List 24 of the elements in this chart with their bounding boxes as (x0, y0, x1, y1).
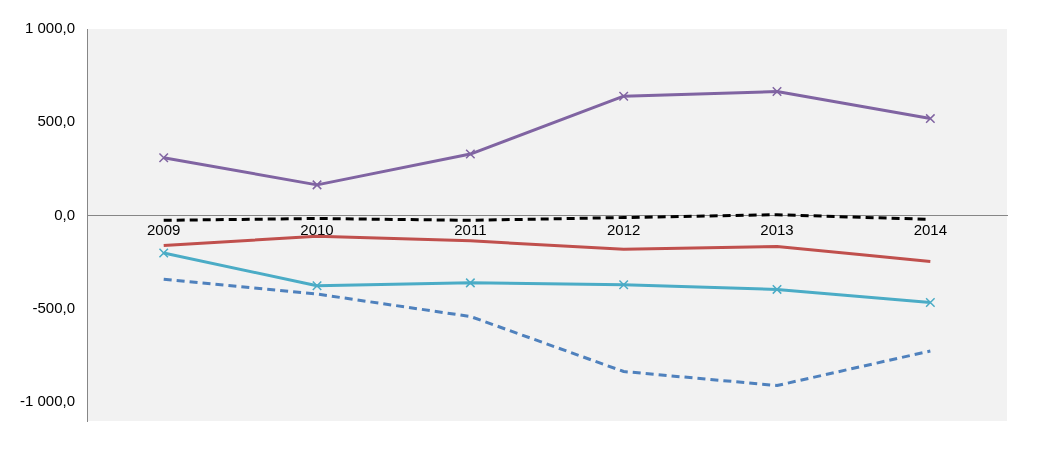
point (465, 149, 476, 160)
x-tick-label: 2011 (454, 220, 487, 238)
point (312, 280, 323, 291)
y-tick-label: -1 000,0 (19, 392, 76, 410)
point (618, 91, 629, 102)
point (158, 248, 169, 258)
point (925, 113, 936, 124)
point (465, 277, 476, 288)
y-tick-label: 0,0 (54, 205, 76, 223)
point (158, 152, 169, 163)
y-tick-label: -500,0 (32, 299, 76, 317)
line-series (162, 277, 932, 388)
x-tick-label: 2014 (913, 220, 948, 238)
x-tick-label: 2009 (147, 220, 181, 238)
point (312, 179, 323, 190)
point (772, 284, 782, 295)
x-tick-label: 2010 (300, 220, 334, 238)
x-tick-label: 2012 (607, 220, 641, 238)
x-tick-label: 2013 (760, 220, 794, 238)
y-tick-label: 1 000,0 (24, 19, 76, 37)
point (618, 279, 629, 290)
y-tick-label: 500,0 (37, 112, 76, 130)
point (925, 297, 936, 308)
point (772, 86, 782, 97)
